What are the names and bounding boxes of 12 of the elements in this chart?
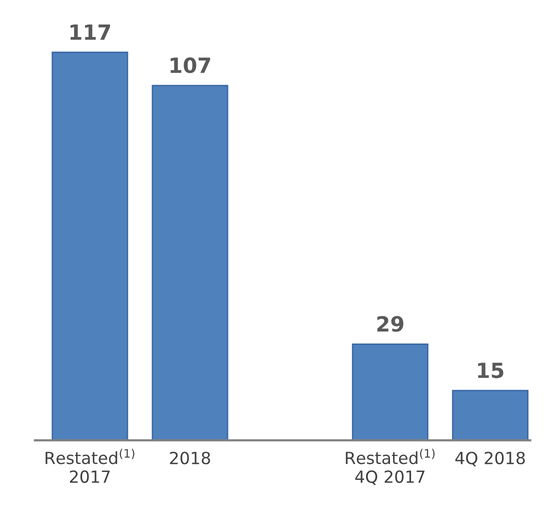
data-label: 117 xyxy=(70,24,110,40)
data-label: 15 xyxy=(478,362,504,378)
x-tick-label: Restated$^{(1)}$ 4Q 2017 xyxy=(346,448,435,485)
category-label: Restated$^{(1)}$ 2017 xyxy=(46,448,134,483)
bar xyxy=(352,343,428,440)
bar xyxy=(452,390,528,440)
bar xyxy=(152,84,228,440)
bar xyxy=(52,52,128,440)
data-label: 29 xyxy=(377,316,404,332)
x-tick-label: 2018 xyxy=(170,452,210,464)
x-tick-label: 4Q 2018 xyxy=(455,452,525,466)
data-label: 107 xyxy=(170,57,210,74)
